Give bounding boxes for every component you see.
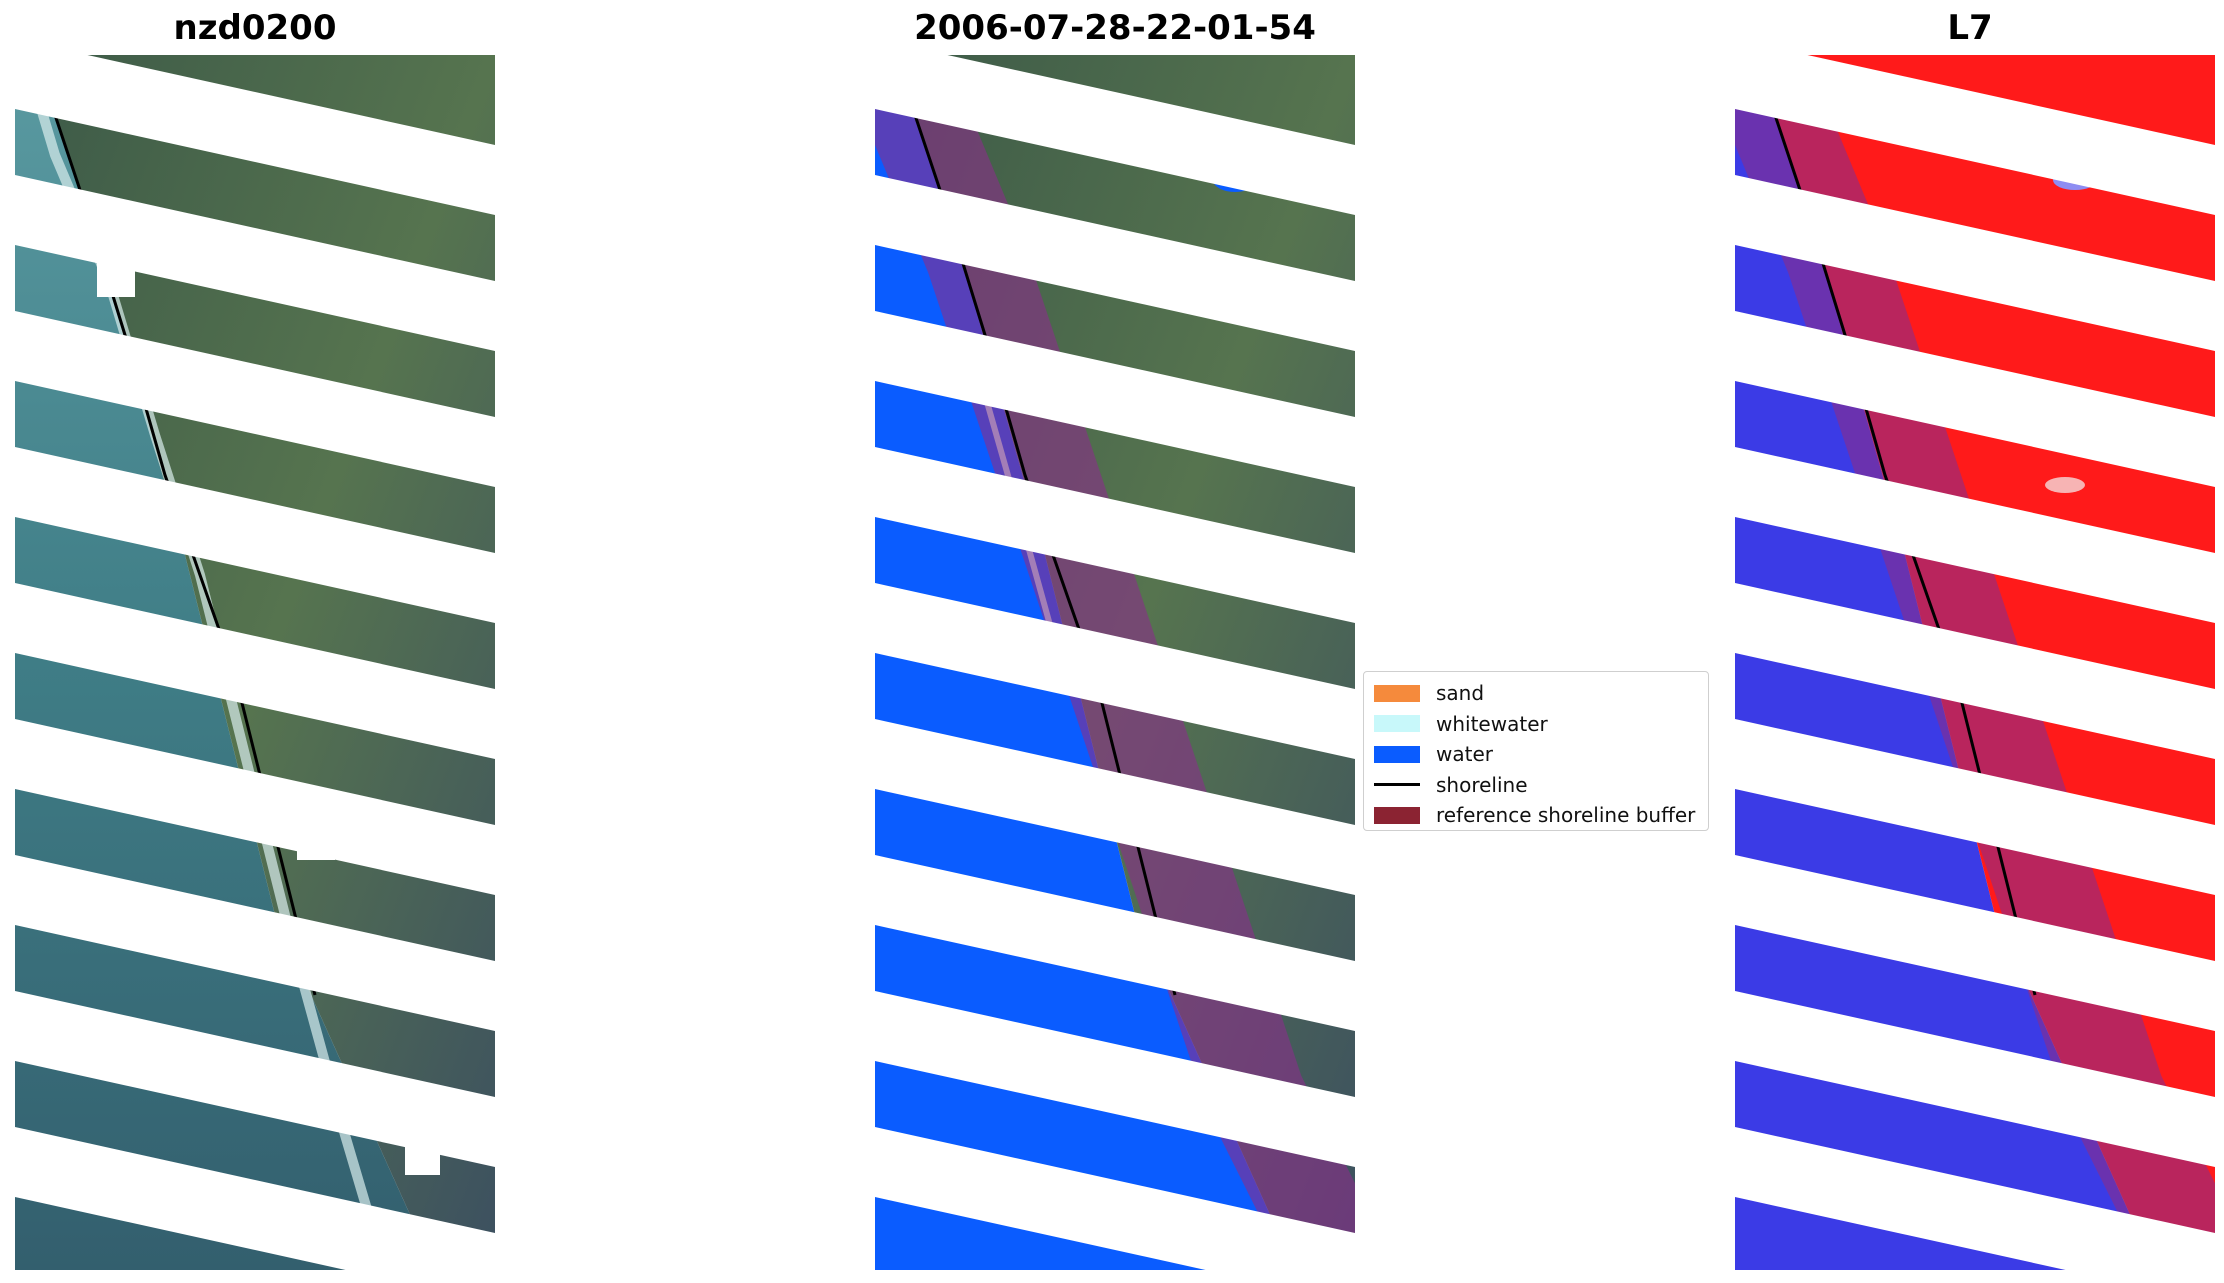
panel-title-index: L7 [1947,8,1993,48]
rgb-image [15,55,495,1270]
panel-title-classified: 2006-07-28-22-01-54 [914,8,1316,48]
buffer-swatch [1374,806,1420,824]
index-image-panel [1735,55,2215,1270]
legend-item-sand: sand [1374,678,1698,709]
legend-label: sand [1436,681,1485,706]
legend-label: water [1436,742,1493,767]
legend-label: reference shoreline buffer [1436,803,1696,828]
classified-image [875,55,1355,1270]
legend-item-whitewater: whitewater [1374,709,1698,740]
legend-label: shoreline [1436,772,1528,797]
index-image [1735,55,2215,1270]
shoreline-line-swatch [1374,783,1420,787]
panel-title-rgb: nzd0200 [173,8,337,48]
legend: sand whitewater water shoreline referenc… [1363,671,1709,831]
legend-item-shoreline: shoreline [1374,770,1698,801]
legend-item-water: water [1374,739,1698,770]
classified-image-panel [875,55,1355,1270]
whitewater-swatch [1374,715,1420,733]
water-swatch [1374,745,1420,763]
legend-label: whitewater [1436,711,1548,736]
legend-item-buffer: reference shoreline buffer [1374,800,1698,831]
sand-swatch [1374,684,1420,702]
rgb-image-panel [15,55,495,1270]
